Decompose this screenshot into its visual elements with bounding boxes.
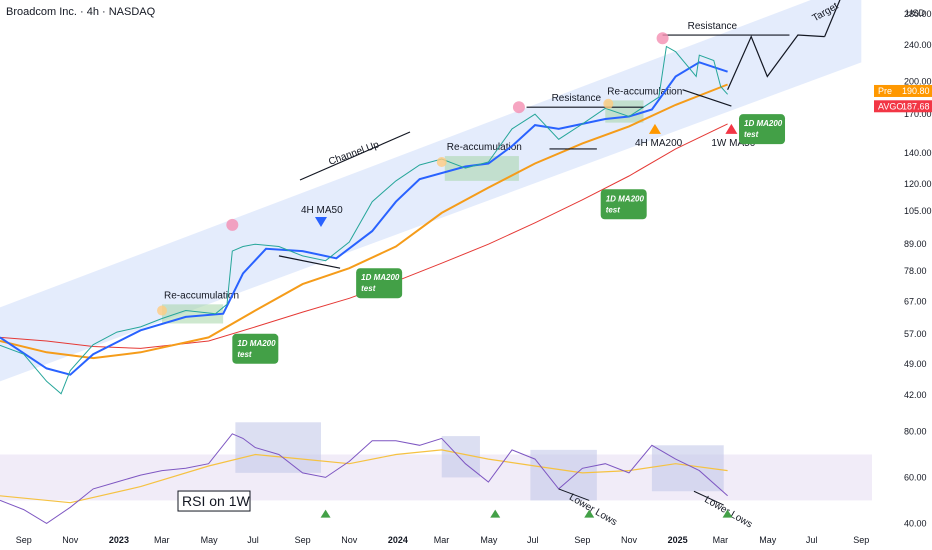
- ma200-test-line1: 1D MA200: [361, 273, 400, 282]
- month-tick-label: May: [759, 535, 777, 545]
- month-tick-label: Sep: [295, 535, 311, 545]
- price-tick-label: 200.00: [904, 76, 932, 86]
- resistance-label: Resistance: [552, 93, 602, 104]
- month-tick-label: 2024: [388, 535, 408, 545]
- support-line: [682, 89, 732, 107]
- month-tick-label: Jul: [806, 535, 818, 545]
- price-tick-label: 120.00: [904, 179, 932, 189]
- price-tick-label: 49.00: [904, 359, 927, 369]
- pre-label: Pre: [878, 86, 892, 96]
- price-line: [0, 45, 728, 395]
- month-tick-label: May: [480, 535, 498, 545]
- symbol-label: AVGO: [878, 101, 903, 111]
- accumulation-label: Re-accumulation: [164, 290, 239, 301]
- pre-price-tag: [874, 84, 932, 97]
- ma200-test-line1: 1D MA200: [744, 119, 783, 128]
- price-tick-label: 240.00: [904, 40, 932, 50]
- last-value: 187.68: [902, 101, 930, 111]
- channel-up-label: Channel Up: [327, 139, 381, 168]
- rsi-tick-label: 80.00: [904, 426, 927, 436]
- price-tick-label: 89.00: [904, 239, 927, 249]
- month-tick-label: 2023: [109, 535, 129, 545]
- rsi-label-box: [177, 490, 251, 512]
- price-tick-label: 280.00: [904, 9, 932, 19]
- price-tick-label: 140.00: [904, 148, 932, 158]
- rsi-up-arrow: [490, 509, 501, 518]
- accumulation-marker: [603, 98, 614, 109]
- peak-marker: [512, 101, 525, 114]
- projection-path: [727, 34, 825, 90]
- month-tick-label: May: [201, 535, 219, 545]
- rsi-up-arrow: [320, 509, 331, 518]
- ma-test-arrow: [725, 123, 738, 134]
- accumulation-marker: [157, 305, 168, 316]
- rsi-zone: [530, 449, 597, 501]
- month-tick-label: Mar: [154, 535, 170, 545]
- ma200-test-line2: test: [361, 284, 376, 293]
- peak-marker: [226, 218, 239, 231]
- month-tick-label: 2025: [668, 535, 688, 545]
- price-tick-label: 105.00: [904, 206, 932, 216]
- month-tick-label: Nov: [341, 535, 358, 545]
- price-tick-label: 78.00: [904, 266, 927, 276]
- price-tick-label: 170.00: [904, 109, 932, 119]
- target-arrow: [824, 0, 841, 37]
- accumulation-label: Re-accumulation: [607, 86, 682, 97]
- rsi-tick-label: 40.00: [904, 518, 927, 528]
- ma-test-label: 4H MA200: [635, 138, 683, 149]
- lower-lows-line: [558, 488, 590, 501]
- resistance-label: Resistance: [688, 21, 738, 32]
- rsi-line: [0, 433, 728, 524]
- ma200-test-line1: 1D MA200: [606, 194, 645, 203]
- ma200-test-box: [600, 189, 647, 220]
- month-tick-label: Jul: [527, 535, 539, 545]
- channel-up-band: [0, 0, 862, 382]
- ma-test-arrow: [648, 123, 661, 134]
- month-tick-label: Sep: [16, 535, 32, 545]
- rsi-up-arrow: [722, 509, 733, 518]
- symbol-title: Broadcom Inc. · 4h · NASDAQ: [6, 6, 156, 18]
- ma-test-label: 1W MA50: [711, 138, 755, 149]
- month-tick-label: Jul: [247, 535, 259, 545]
- ma200-test-box: [232, 333, 279, 364]
- last-price-tag: [874, 100, 932, 113]
- pre-value: 190.80: [902, 86, 930, 96]
- rsi-tick-label: 60.00: [904, 472, 927, 482]
- month-tick-label: Nov: [62, 535, 79, 545]
- price-tick-label: 42.00: [904, 390, 927, 400]
- rsi-label: RSI on 1W: [182, 493, 250, 509]
- month-tick-label: Mar: [713, 535, 729, 545]
- ma-test-label: 4H MA50: [301, 205, 343, 216]
- rsi-ma-line: [0, 449, 728, 504]
- rsi-zone: [235, 422, 321, 473]
- peak-marker: [656, 32, 669, 45]
- ma200-test-line1: 1D MA200: [237, 339, 276, 348]
- month-tick-label: Nov: [621, 535, 638, 545]
- rsi-up-arrow: [584, 509, 595, 518]
- month-tick-label: Mar: [434, 535, 450, 545]
- ma200-test-line2: test: [606, 205, 621, 214]
- rsi-band: [0, 454, 872, 501]
- ma200-test-box: [356, 268, 403, 299]
- month-tick-label: Sep: [853, 535, 869, 545]
- ma200-test-line2: test: [744, 130, 759, 139]
- month-tick-label: Sep: [574, 535, 590, 545]
- price-tick-label: 57.00: [904, 329, 927, 339]
- price-tick-label: 67.00: [904, 296, 927, 306]
- support-line: [278, 255, 341, 269]
- channel-up-arrow: [299, 131, 411, 181]
- ma-1d200-line: [0, 83, 728, 360]
- ma-test-arrow: [314, 216, 327, 227]
- accumulation-label: Re-accumulation: [447, 142, 522, 153]
- ma200-test-line2: test: [237, 350, 252, 359]
- ma200-test-box: [739, 114, 786, 145]
- currency-label: USD: [906, 8, 926, 18]
- accumulation-marker: [436, 156, 447, 167]
- lower-lows-line: [693, 490, 724, 506]
